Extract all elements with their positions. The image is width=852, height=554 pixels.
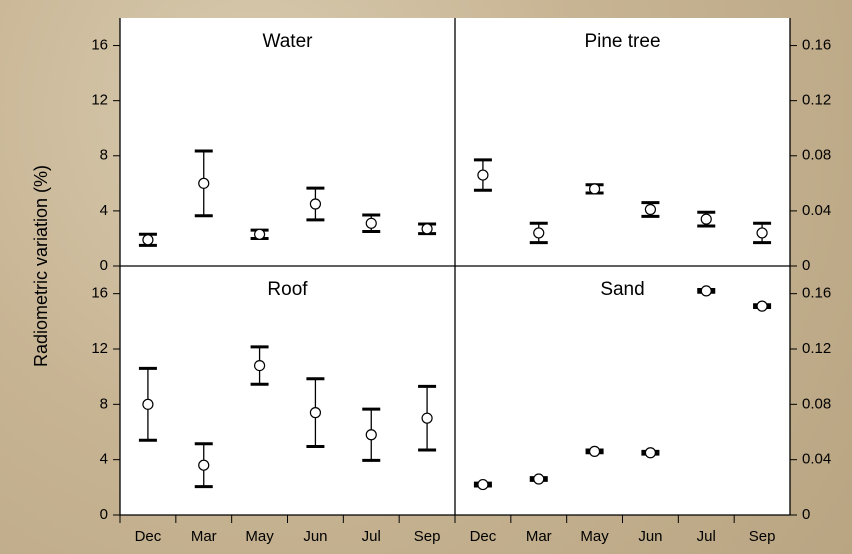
y-tick-label: 0.08	[802, 147, 831, 164]
y-tick-label: 16	[91, 37, 108, 54]
y-tick-label: 0.12	[802, 92, 831, 109]
data-point	[142, 234, 154, 246]
y-axis-label: Radiometric variation (%)	[31, 165, 51, 367]
y-tick-label: 12	[91, 92, 108, 109]
y-tick-label: 0	[100, 257, 108, 274]
data-point	[700, 213, 712, 225]
y-tick-label: 0.16	[802, 285, 831, 302]
x-tick-label: Mar	[191, 528, 217, 545]
data-point	[588, 445, 601, 457]
y-tick-label: 0.12	[802, 340, 831, 357]
y-tick-label: 8	[100, 395, 108, 412]
data-point	[700, 285, 712, 297]
data-point	[588, 183, 601, 195]
data-point	[142, 398, 154, 410]
data-point	[644, 447, 657, 459]
y-tick-label: 0.04	[802, 202, 831, 219]
x-tick-label: Jun	[638, 528, 662, 545]
x-tick-label: Jun	[303, 528, 327, 545]
x-tick-label: May	[245, 528, 274, 545]
data-point	[533, 473, 545, 485]
y-tick-label: 0	[100, 506, 108, 523]
x-tick-label: Jul	[362, 528, 381, 545]
panel-title: Water	[263, 31, 314, 52]
x-tick-label: May	[580, 528, 609, 545]
data-point	[309, 198, 322, 210]
data-point	[477, 478, 489, 491]
data-point	[421, 223, 433, 235]
data-point	[756, 227, 768, 239]
data-point	[533, 227, 545, 239]
panel-title: Roof	[267, 279, 308, 300]
data-point	[365, 217, 377, 229]
y-tick-label: 4	[100, 202, 108, 219]
y-tick-label: 0	[802, 257, 810, 274]
data-point	[365, 429, 377, 441]
data-point	[198, 459, 210, 471]
data-point	[198, 177, 210, 189]
y-tick-label: 0.16	[802, 37, 831, 54]
y-tick-label: 16	[91, 285, 108, 302]
x-tick-label: Sep	[414, 528, 441, 545]
data-point	[253, 360, 266, 372]
y-tick-label: 0.08	[802, 395, 831, 412]
data-point	[477, 169, 489, 181]
panel-title: Sand	[600, 279, 644, 300]
data-point	[421, 412, 433, 424]
y-tick-label: 12	[91, 340, 108, 357]
y-tick-label: 0.04	[802, 451, 831, 468]
y-tick-label: 0	[802, 506, 810, 523]
x-tick-label: Dec	[135, 528, 162, 545]
x-tick-label: Mar	[526, 528, 552, 545]
x-tick-label: Jul	[697, 528, 716, 545]
data-point	[309, 407, 322, 419]
x-tick-label: Sep	[749, 528, 776, 545]
data-point	[756, 300, 768, 312]
data-point	[644, 203, 657, 216]
y-tick-label: 4	[100, 451, 108, 468]
x-tick-label: Dec	[470, 528, 497, 545]
y-tick-label: 8	[100, 147, 108, 164]
data-point	[253, 228, 266, 240]
panel-title: Pine tree	[584, 31, 660, 52]
